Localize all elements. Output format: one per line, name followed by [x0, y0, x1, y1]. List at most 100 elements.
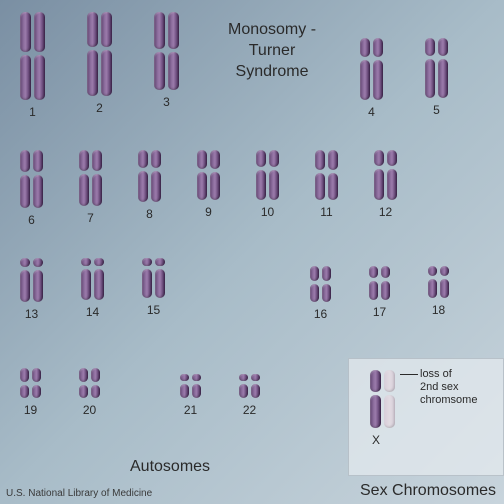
chromatid — [322, 266, 331, 302]
chromatid — [154, 12, 165, 90]
chromatid-pair — [79, 150, 102, 206]
chromatid-pair — [138, 150, 161, 202]
chromatid-pair — [369, 266, 390, 300]
annotation-line-text: loss of — [420, 368, 477, 381]
chromosome-pair-1: 1 — [20, 12, 45, 119]
chromosome-pair-17: 17 — [369, 266, 390, 321]
chromatid — [33, 150, 43, 208]
chromatid-pair — [239, 374, 260, 398]
chromosome-pair-5: 5 — [425, 38, 448, 119]
chromosome-pair-3: 3 — [154, 12, 179, 119]
chromosome-row: 13 14 15 — [20, 258, 165, 321]
sex-chromosome-pair: X — [370, 370, 395, 447]
chromatid — [92, 150, 102, 206]
chromosome-pair-21: 21 — [180, 374, 201, 417]
chromatid-pair — [20, 258, 43, 302]
sex-chromosome-label: X — [372, 433, 380, 447]
chromatid — [180, 374, 189, 398]
chromatid-pair — [425, 38, 448, 98]
chromosome-label: 2 — [96, 101, 103, 115]
chromatid — [32, 368, 41, 398]
annotation-line — [400, 374, 418, 375]
chromosome-label: 15 — [147, 303, 160, 317]
chromatid-missing — [384, 370, 395, 428]
annotation-text: loss of2nd sexchromsome — [420, 368, 477, 408]
title-line: Turner — [228, 41, 316, 62]
chromatid — [81, 258, 91, 300]
chromosome-pair-8: 8 — [138, 150, 161, 227]
chromatid — [20, 258, 30, 302]
chromatid-pair — [256, 150, 279, 200]
chromosome-label: 4 — [368, 105, 375, 119]
chromosome-label: 13 — [25, 307, 38, 321]
chromosome-label: 8 — [146, 207, 153, 221]
chromosome-pair-20: 20 — [79, 368, 100, 417]
chromatid — [87, 12, 98, 96]
chromosome-row: 16 17 18 — [310, 266, 449, 321]
chromatid — [360, 38, 370, 100]
chromatid-x — [370, 370, 381, 428]
chromosome-label: 18 — [432, 303, 445, 317]
chromosome-label: 1 — [29, 105, 36, 119]
chromatid — [251, 374, 260, 398]
chromatid — [425, 38, 435, 98]
chromatid-pair — [428, 266, 449, 298]
chromosome-label: 19 — [24, 403, 37, 417]
annotation-line-text: chromsome — [420, 394, 477, 407]
chromosome-label: 10 — [261, 205, 274, 219]
chromatid-pair — [81, 258, 104, 300]
chromatid-pair — [79, 368, 100, 398]
chromatid — [374, 150, 384, 200]
chromosome-pair-12: 12 — [374, 150, 397, 227]
chromosome-pair-22: 22 — [239, 374, 260, 417]
chromatid — [20, 150, 30, 208]
chromosome-pair-13: 13 — [20, 258, 43, 321]
chromosome-pair-14: 14 — [81, 258, 104, 321]
chromatid-pair — [142, 258, 165, 298]
chromosome-label: 22 — [243, 403, 256, 417]
chromatid — [20, 12, 31, 100]
attribution: U.S. National Library of Medicine — [6, 488, 152, 499]
chromosome-pair-6: 6 — [20, 150, 43, 227]
chromatid — [428, 266, 437, 298]
chromatid — [79, 368, 88, 398]
chromatid-pair — [197, 150, 220, 200]
chromatid — [155, 258, 165, 298]
chromatid-pair — [360, 38, 383, 100]
annotation-line-text: 2nd sex — [420, 381, 477, 394]
chromosome-row: 1920 — [20, 368, 100, 417]
chromosome-pair-7: 7 — [79, 150, 102, 227]
chromatid — [79, 150, 89, 206]
chromatid-pair — [20, 12, 45, 100]
chromatid-pair — [20, 368, 41, 398]
chromosome-pair-16: 16 — [310, 266, 331, 321]
chromatid-pair — [370, 370, 395, 428]
chromosome-label: 21 — [184, 403, 197, 417]
chromatid-pair — [374, 150, 397, 200]
chromatid — [440, 266, 449, 298]
chromosome-label: 11 — [320, 205, 332, 219]
chromatid — [192, 374, 201, 398]
chromatid-pair — [87, 12, 112, 96]
chromosome-label: 7 — [87, 211, 94, 225]
chromosome-row: 6 7 8 9 10 11 12 — [20, 150, 397, 227]
chromosome-row: 1 2 3 — [20, 12, 179, 119]
chromatid — [438, 38, 448, 98]
chromosome-row: 21 22 — [180, 374, 260, 417]
chromatid — [20, 368, 29, 398]
chromosome-pair-9: 9 — [197, 150, 220, 227]
chromosome-pair-15: 15 — [142, 258, 165, 321]
chromatid — [94, 258, 104, 300]
chromosome-pair-11: 11 — [315, 150, 338, 227]
chromatid-pair — [310, 266, 331, 302]
chromatid — [373, 38, 383, 100]
chromatid — [239, 374, 248, 398]
chromatid-pair — [20, 150, 43, 208]
chromosome-pair-19: 19 — [20, 368, 41, 417]
title-line: Monosomy - — [228, 20, 316, 41]
chromatid — [387, 150, 397, 200]
chromatid — [269, 150, 279, 200]
chromosome-pair-10: 10 — [256, 150, 279, 227]
chromatid — [310, 266, 319, 302]
diagram-title: Monosomy -TurnerSyndrome — [228, 20, 316, 82]
